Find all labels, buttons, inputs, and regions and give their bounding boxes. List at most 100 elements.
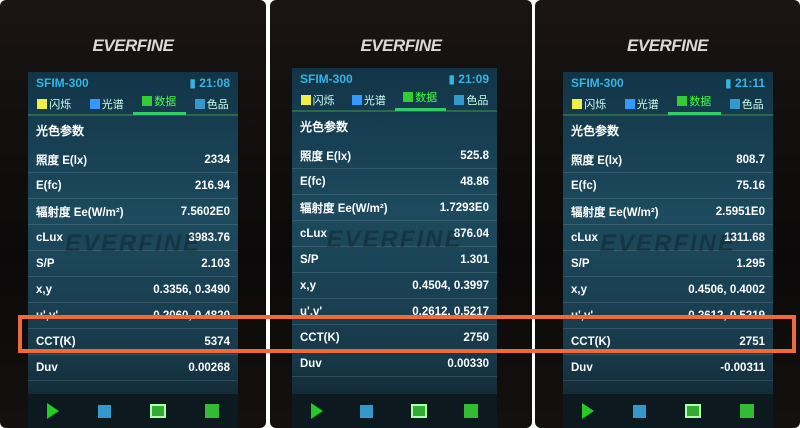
row-label: 辐射度 Ee(W/m²) <box>36 206 124 219</box>
row-label: S/P <box>300 253 319 266</box>
tab-3[interactable]: 色品 <box>446 92 497 108</box>
data-row: E(fc) 75.16 <box>563 173 773 199</box>
data-row: S/P 2.103 <box>28 251 238 277</box>
stop-icon[interactable] <box>360 404 374 418</box>
multi-window-icon[interactable] <box>684 404 701 418</box>
multi-window-icon[interactable] <box>410 404 427 418</box>
row-value: 0.2612, 0.5217 <box>412 305 489 318</box>
play-icon[interactable] <box>310 403 323 419</box>
tab-2[interactable]: 数据 <box>394 89 446 111</box>
data-row: Duv 0.00330 <box>292 351 497 377</box>
row-value: 0.00268 <box>188 361 230 374</box>
chromaticity-icon <box>729 99 740 109</box>
tab-label: 数据 <box>154 96 177 108</box>
row-value: 2750 <box>463 331 489 344</box>
row-value: 0.4506, 0.4002 <box>688 283 765 296</box>
tab-1[interactable]: 光谱 <box>81 96 134 112</box>
tab-bar: 闪烁 光谱 数据 色品 <box>563 94 773 116</box>
edit-icon[interactable] <box>739 404 754 418</box>
device-screen: SFIM-300 ▮ 21:08 闪烁 光谱 数据 色品 光色参数 EVERFINE 照度 E(… <box>28 72 238 428</box>
play-icon[interactable] <box>47 403 60 419</box>
tab-0[interactable]: 闪烁 <box>292 92 343 108</box>
tab-label: 色品 <box>466 95 489 107</box>
data-row: 辐射度 Ee(W/m²) 7.5602E0 <box>28 199 238 225</box>
edit-icon[interactable] <box>204 404 219 418</box>
row-label: Duv <box>36 361 58 374</box>
tab-label: 闪烁 <box>49 99 72 111</box>
row-label: CCT(K) <box>571 335 611 348</box>
row-label: u',v' <box>36 309 59 322</box>
edit-icon[interactable] <box>464 404 479 418</box>
data-row: u',v' 0.2060, 0.4820 <box>28 303 238 329</box>
multi-window-icon[interactable] <box>149 404 166 418</box>
spectrum-icon <box>89 99 100 109</box>
device-name: SFIM-300 <box>571 76 624 90</box>
row-value: 525.8 <box>460 149 489 162</box>
chromaticity-icon <box>454 95 465 105</box>
row-value: 2.5951E0 <box>715 205 765 218</box>
row-value: 48.86 <box>460 175 489 188</box>
data-row: CCT(K) 2751 <box>563 329 773 355</box>
tab-1[interactable]: 光谱 <box>616 96 669 112</box>
stop-icon[interactable] <box>633 404 647 418</box>
row-label: cLux <box>571 231 598 244</box>
spectrum-icon <box>351 95 362 105</box>
watermark: EVERFINE <box>64 230 202 257</box>
device-name: SFIM-300 <box>300 72 353 86</box>
tab-label: 光谱 <box>636 99 659 111</box>
row-label: CCT(K) <box>36 335 76 348</box>
tab-bar: 闪烁 光谱 数据 色品 <box>28 94 238 116</box>
device-panel: EVERFINE SFIM-300 ▮ 21:08 闪烁 光谱 数据 色品 光色参数 EVERF… <box>0 0 266 428</box>
tab-0[interactable]: 闪烁 <box>28 96 81 112</box>
tab-3[interactable]: 色品 <box>721 96 774 112</box>
flicker-icon <box>572 99 583 109</box>
device-panel: EVERFINE SFIM-300 ▮ 21:09 闪烁 光谱 数据 色品 光色参数 EVERF… <box>270 0 532 428</box>
data-row: u',v' 0.2612, 0.5217 <box>292 299 497 325</box>
row-label: x,y <box>300 279 316 292</box>
row-label: S/P <box>571 257 590 270</box>
row-value: 808.7 <box>736 153 765 166</box>
data-row: cLux 3983.76 <box>28 225 238 251</box>
stop-icon[interactable] <box>98 404 112 418</box>
row-value: 1311.68 <box>724 231 765 244</box>
row-value: 75.16 <box>736 179 765 192</box>
row-label: 照度 E(lx) <box>571 154 623 167</box>
tab-2[interactable]: 数据 <box>133 93 186 115</box>
data-row: u',v' 0.2612, 0.5219 <box>563 303 773 329</box>
row-value: 1.295 <box>736 257 765 270</box>
row-value: 7.5602E0 <box>180 205 230 218</box>
row-value: 0.4504, 0.3997 <box>412 279 489 292</box>
row-label: 辐射度 Ee(W/m²) <box>300 202 388 215</box>
row-label: Duv <box>571 361 593 374</box>
brand-logo: EVERFINE <box>626 36 709 55</box>
tab-label: 数据 <box>689 96 712 108</box>
row-value: 3983.76 <box>188 231 230 244</box>
action-bar <box>563 394 773 428</box>
play-icon[interactable] <box>582 403 595 419</box>
data-row: 辐射度 Ee(W/m²) 1.7293E0 <box>292 195 497 221</box>
data-row: S/P 1.295 <box>563 251 773 277</box>
data-row: 辐射度 Ee(W/m²) 2.5951E0 <box>563 199 773 225</box>
row-label: E(fc) <box>36 179 62 192</box>
device-screen: SFIM-300 ▮ 21:09 闪烁 光谱 数据 色品 光色参数 EVERFINE 照度 E(… <box>292 68 497 428</box>
tab-label: 色品 <box>741 99 764 111</box>
section-title: 光色参数 <box>300 120 349 134</box>
clock: ▮ 21:08 <box>189 76 230 90</box>
tab-0[interactable]: 闪烁 <box>563 96 616 112</box>
tab-1[interactable]: 光谱 <box>343 92 394 108</box>
tab-2[interactable]: 数据 <box>668 93 721 115</box>
data-icon <box>403 92 414 102</box>
chromaticity-icon <box>194 99 205 109</box>
row-value: 2751 <box>739 335 765 348</box>
row-label: cLux <box>36 231 63 244</box>
row-value: 5374 <box>204 335 230 348</box>
row-label: cLux <box>300 227 327 240</box>
data-row: S/P 1.301 <box>292 247 497 273</box>
tab-3[interactable]: 色品 <box>186 96 239 112</box>
status-bar: SFIM-300 ▮ 21:11 <box>563 72 773 94</box>
row-label: E(fc) <box>300 175 326 188</box>
spectrum-icon <box>624 99 635 109</box>
row-value: 1.301 <box>460 253 489 266</box>
data-row: cLux 876.04 <box>292 221 497 247</box>
tab-label: 数据 <box>415 92 438 104</box>
